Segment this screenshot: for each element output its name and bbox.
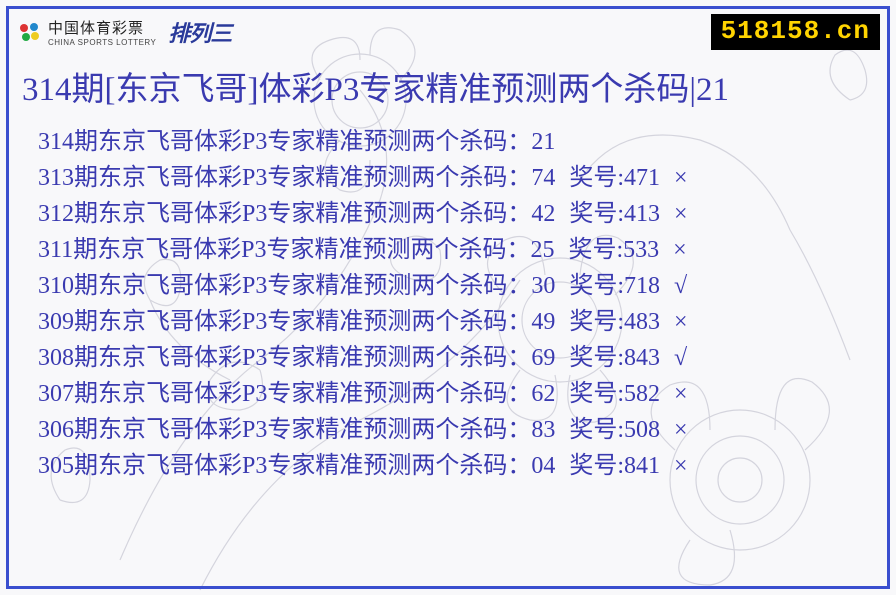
check-icon: √ (674, 340, 687, 376)
cross-icon: × (674, 160, 688, 196)
cross-icon: × (674, 376, 688, 412)
prediction-row: 307期东京飞哥体彩P3专家精准预测两个杀码：62 奖号:582 × (38, 376, 876, 412)
lottery-logo-text: 中国体育彩票 CHINA SPORTS LOTTERY (48, 17, 156, 47)
prediction-row: 306期东京飞哥体彩P3专家精准预测两个杀码：83 奖号:508 × (38, 412, 876, 448)
prediction-text: 306期东京飞哥体彩P3专家精准预测两个杀码：83 (38, 412, 555, 448)
award-number: 奖号:841 (569, 448, 660, 484)
site-url: 518158.cn (711, 14, 880, 50)
prediction-text: 311期东京飞哥体彩P3专家精准预测两个杀码：25 (38, 232, 554, 268)
cross-icon: × (674, 448, 688, 484)
prediction-row: 308期东京飞哥体彩P3专家精准预测两个杀码：69 奖号:843 √ (38, 340, 876, 376)
prediction-row: 311期东京飞哥体彩P3专家精准预测两个杀码：25 奖号:533 × (38, 232, 876, 268)
award-number: 奖号:843 (569, 340, 660, 376)
logo-en: CHINA SPORTS LOTTERY (48, 38, 156, 47)
prediction-list: 314期东京飞哥体彩P3专家精准预测两个杀码：21313期东京飞哥体彩P3专家精… (38, 124, 876, 484)
award-number: 奖号:508 (569, 412, 660, 448)
award-number: 奖号:413 (569, 196, 660, 232)
prediction-text: 309期东京飞哥体彩P3专家精准预测两个杀码：49 (38, 304, 555, 340)
logo-suffix: 排列三 (168, 16, 231, 48)
cross-icon: × (674, 304, 688, 340)
prediction-row: 312期东京飞哥体彩P3专家精准预测两个杀码：42 奖号:413 × (38, 196, 876, 232)
prediction-text: 305期东京飞哥体彩P3专家精准预测两个杀码：04 (38, 448, 555, 484)
prediction-row: 310期东京飞哥体彩P3专家精准预测两个杀码：30 奖号:718 √ (38, 268, 876, 304)
prediction-row: 309期东京飞哥体彩P3专家精准预测两个杀码：49 奖号:483 × (38, 304, 876, 340)
page-title: 314期[东京飞哥]体彩P3专家精准预测两个杀码|21 (22, 62, 874, 110)
award-number: 奖号:582 (569, 376, 660, 412)
prediction-text: 314期东京飞哥体彩P3专家精准预测两个杀码：21 (38, 124, 555, 160)
prediction-row: 314期东京飞哥体彩P3专家精准预测两个杀码：21 (38, 124, 876, 160)
prediction-text: 308期东京飞哥体彩P3专家精准预测两个杀码：69 (38, 340, 555, 376)
lottery-logo-icon (16, 19, 42, 45)
award-number: 奖号:471 (569, 160, 660, 196)
check-icon: √ (674, 268, 687, 304)
cross-icon: × (673, 232, 687, 268)
cross-icon: × (674, 412, 688, 448)
award-number: 奖号:718 (569, 268, 660, 304)
logo-cn: 中国体育彩票 (48, 17, 156, 38)
prediction-row: 313期东京飞哥体彩P3专家精准预测两个杀码：74 奖号:471 × (38, 160, 876, 196)
cross-icon: × (674, 196, 688, 232)
prediction-text: 310期东京飞哥体彩P3专家精准预测两个杀码：30 (38, 268, 555, 304)
prediction-text: 307期东京飞哥体彩P3专家精准预测两个杀码：62 (38, 376, 555, 412)
award-number: 奖号:483 (569, 304, 660, 340)
prediction-text: 312期东京飞哥体彩P3专家精准预测两个杀码：42 (38, 196, 555, 232)
prediction-row: 305期东京飞哥体彩P3专家精准预测两个杀码：04 奖号:841 × (38, 448, 876, 484)
award-number: 奖号:533 (568, 232, 659, 268)
prediction-text: 313期东京飞哥体彩P3专家精准预测两个杀码：74 (38, 160, 555, 196)
lottery-logo: 中国体育彩票 CHINA SPORTS LOTTERY 排列三 (16, 16, 231, 48)
header: 中国体育彩票 CHINA SPORTS LOTTERY 排列三 518158.c… (16, 12, 880, 52)
